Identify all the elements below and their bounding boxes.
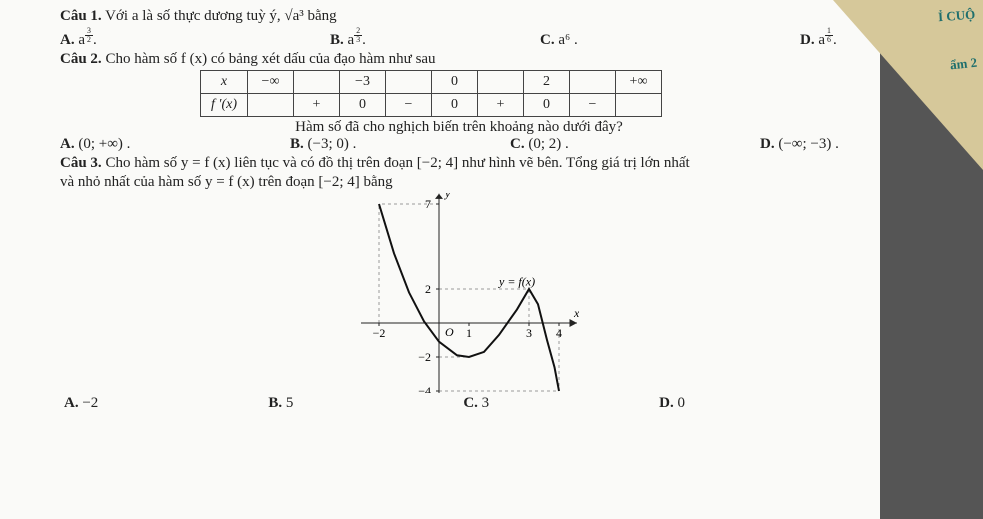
question-3: Câu 3. Cho hàm số y = f (x) liên tục và … [60, 155, 858, 172]
q2-B: B. (−3; 0) . [290, 136, 400, 153]
corner-text-2: ẩm 2 [949, 55, 978, 74]
q3-label: Câu 3. [60, 155, 102, 171]
q2-label: Câu 2. [60, 51, 102, 67]
table-row: x −∞ −3 0 2 +∞ [201, 70, 662, 93]
q3-text1: Cho hàm số y = f (x) liên tục và có đồ t… [105, 155, 689, 171]
question-2: Câu 2. Cho hàm số f (x) có bảng xét dấu … [60, 51, 858, 68]
q2-options: A. (0; +∞) . B. (−3; 0) . C. (0; 2) . D.… [60, 136, 858, 153]
svg-text:y: y [444, 193, 451, 200]
q3-options: A. −2 B. 5 C. 3 D. 0 [60, 395, 858, 412]
svg-text:x: x [573, 306, 579, 320]
function-graph: 7 2 −2 −4 −2 1 3 4 Oy x y = f(x) [339, 193, 579, 393]
q2-C: C. (0; 2) . [510, 136, 620, 153]
q2-text: Cho hàm số f (x) có bảng xét dấu của đạo… [105, 51, 435, 67]
question-1: Câu 1. Với a là số thực dương tuỳ ý, √a³… [60, 8, 858, 25]
q1-label: Câu 1. [60, 8, 102, 24]
svg-text:−4: −4 [418, 384, 431, 393]
sign-table: x −∞ −3 0 2 +∞ f ′(x) + 0 − 0 + 0 − [200, 70, 662, 117]
q1-options: A. a32. B. a23. C. a⁶ . D. a16. [60, 27, 858, 49]
exam-page: Câu 1. Với a là số thực dương tuỳ ý, √a³… [0, 0, 880, 519]
q3-C: C. 3 [463, 395, 489, 412]
svg-text:3: 3 [526, 326, 532, 340]
svg-text:1: 1 [466, 326, 472, 340]
q1-B: B. a23. [330, 27, 440, 49]
q3-D: D. 0 [659, 395, 685, 412]
q3-B: B. 5 [268, 395, 293, 412]
q3-text2: và nhỏ nhất của hàm số y = f (x) trên đo… [60, 174, 858, 191]
q2-D: D. (−∞; −3) . [760, 136, 870, 153]
q1-C: C. a⁶ . [540, 32, 650, 49]
graph-wrap: 7 2 −2 −4 −2 1 3 4 Oy x y = f(x) [60, 193, 858, 393]
svg-text:7: 7 [425, 197, 431, 211]
q2-after: Hàm số đã cho nghịch biến trên khoảng nà… [60, 119, 858, 136]
table-row: f ′(x) + 0 − 0 + 0 − [201, 93, 662, 116]
svg-text:4: 4 [556, 326, 562, 340]
svg-text:y = f(x): y = f(x) [498, 274, 535, 288]
q1-text: Với a là số thực dương tuỳ ý, √a³ bằng [105, 8, 336, 24]
q3-A: A. −2 [64, 395, 98, 412]
svg-text:O: O [445, 325, 454, 339]
svg-text:−2: −2 [418, 350, 431, 364]
corner-text-1: Ỉ CUỘ [937, 7, 975, 26]
svg-text:−2: −2 [373, 326, 386, 340]
q1-A: A. a32. [60, 27, 170, 49]
q2-A: A. (0; +∞) . [60, 136, 170, 153]
svg-text:2: 2 [425, 282, 431, 296]
